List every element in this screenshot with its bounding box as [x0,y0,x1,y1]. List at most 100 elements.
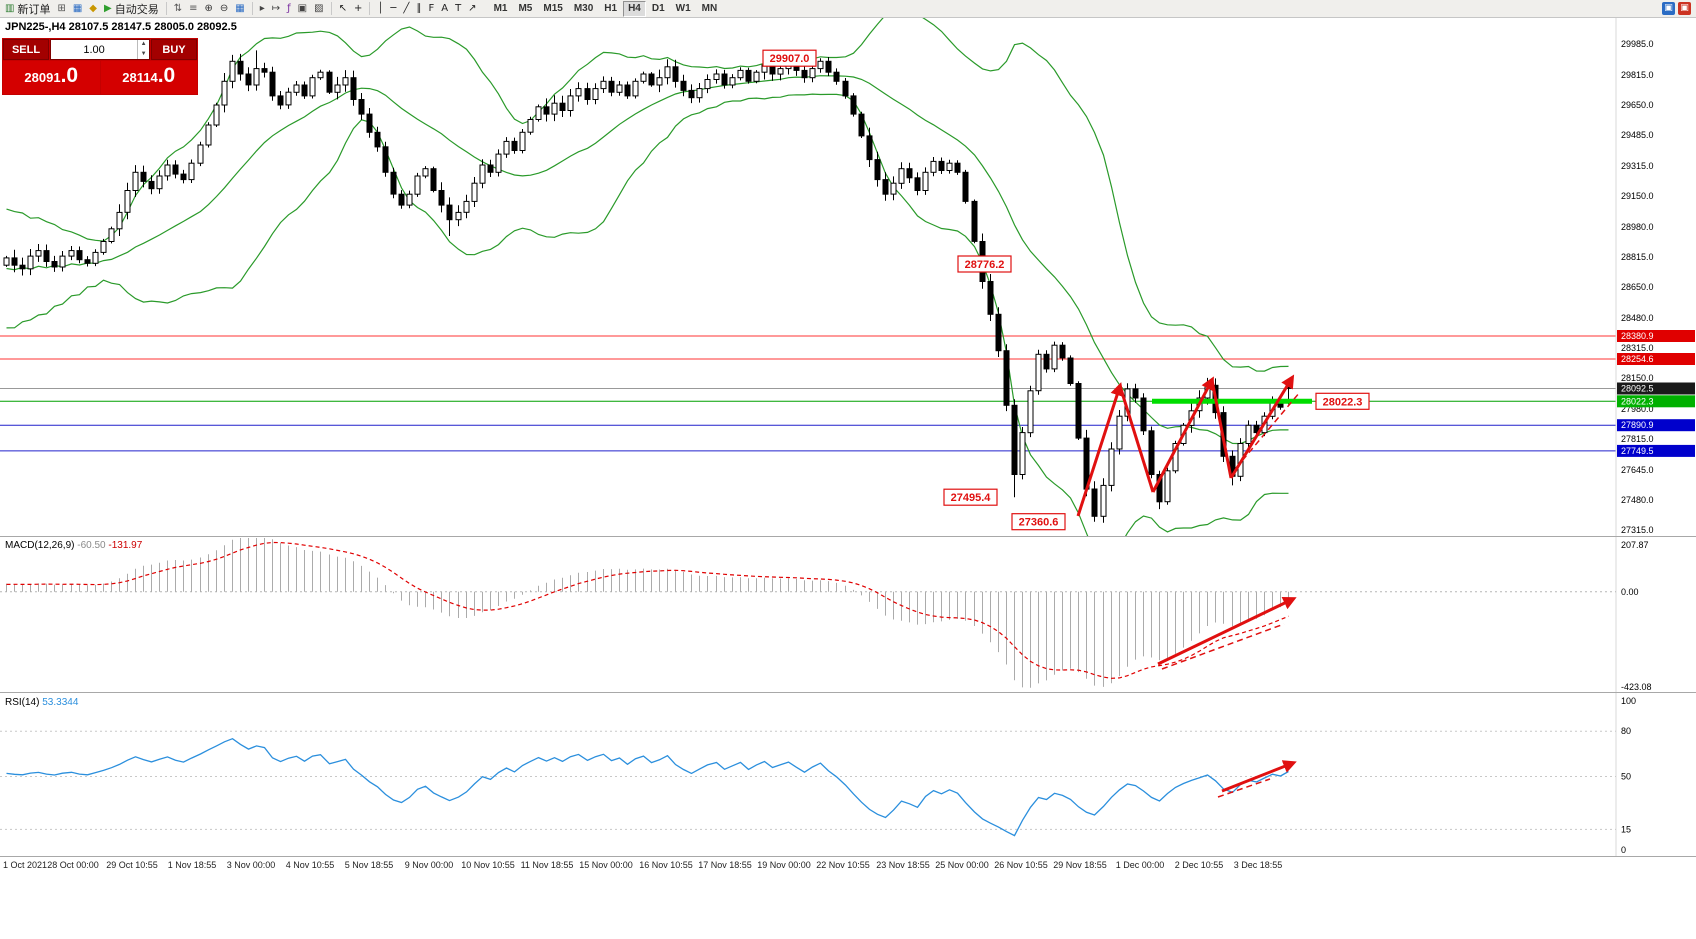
templates-icon: ▨ [314,3,324,14]
fibonacci-tool[interactable]: F [425,1,437,16]
new-chart-button[interactable]: ⊞ [54,1,68,16]
timeframe-d1-button[interactable]: D1 [651,2,665,14]
price-annotation[interactable]: 27495.4 [943,488,998,506]
candle [237,53,244,81]
trend-arrow[interactable] [1235,391,1301,469]
autoscroll-button[interactable]: ▸ [257,1,268,16]
fibonacci-icon: F [428,3,435,14]
trend-arrow[interactable] [1161,623,1285,670]
new-order-button[interactable]: ▥ 新订单 [2,1,53,16]
zoom-out-button[interactable]: ⊖ [217,1,231,16]
candle [495,149,502,177]
timeframe-h4-button[interactable]: H4 [623,0,646,17]
data-window-button[interactable]: ⇅ [171,1,185,16]
arrows-tool[interactable]: ↗ [465,1,479,16]
svg-text:28254.6: 28254.6 [1621,354,1654,364]
trendline-tool[interactable]: ╱ [400,1,412,16]
favorites-button[interactable]: ◆ [86,1,100,16]
sell-price[interactable]: 28091.0 [3,61,100,94]
candle [946,159,953,174]
volume-up-button[interactable]: ▲ [140,41,147,47]
candle [301,81,308,99]
label-tool[interactable]: T [452,1,464,16]
sell-button[interactable]: SELL [3,39,49,60]
price-annotations[interactable]: 29907.0 28776.2 27495.4 27360.6 28022.3 [762,49,1370,531]
trend-arrows[interactable] [1076,374,1301,798]
buy-price-main: 28114 [122,70,158,85]
periods-button[interactable]: ▣ [295,1,310,16]
macd-axis: 207.87 0.00 -423.08 [1621,540,1652,692]
trend-arrow[interactable] [1210,379,1233,479]
trend-arrow[interactable] [1221,760,1297,793]
timeframe-h1-button[interactable]: H1 [604,2,618,14]
trend-arrow[interactable] [1217,778,1271,798]
candle [632,78,639,99]
indicators-button[interactable]: ƒ [284,1,294,16]
svg-text:27360.6: 27360.6 [1019,517,1059,529]
candle [817,58,824,73]
candle [487,159,494,177]
candle [1140,393,1147,435]
price-annotation[interactable]: 28022.3 [1315,392,1370,410]
cursor-tool[interactable]: ↖ [336,1,350,16]
text-icon: A [441,3,449,14]
vertical-line-tool[interactable]: │ [374,1,386,16]
svg-text:22 Nov 10:55: 22 Nov 10:55 [816,860,870,870]
trend-arrow[interactable] [1229,374,1295,479]
candle [455,205,462,227]
market-watch-button[interactable]: ≡ [186,1,200,16]
text-tool[interactable]: A [438,1,451,16]
candle [148,175,155,195]
svg-text:1 Oct 2021: 1 Oct 2021 [3,860,47,870]
pane-separators[interactable] [0,536,1696,857]
buy-button[interactable]: BUY [151,39,197,60]
timeframe-m30-button[interactable]: M30 [573,2,594,14]
candle [825,57,832,76]
timeframe-mn-button[interactable]: MN [701,2,718,14]
svg-text:1 Nov 18:55: 1 Nov 18:55 [168,860,217,870]
timeframe-m5-button[interactable]: M5 [518,2,533,14]
candle [559,95,566,117]
trend-arrow[interactable] [1157,597,1297,666]
svg-text:4 Nov 10:55: 4 Nov 10:55 [286,860,335,870]
price-tag: 28022.3 [1617,395,1695,408]
timeframe-w1-button[interactable]: W1 [675,2,691,14]
candle [398,190,405,209]
trend-arrow[interactable] [1151,376,1214,493]
alert-icon[interactable]: ▣ [1678,2,1691,15]
timeframe-m15-button[interactable]: M15 [543,2,563,14]
templates-button[interactable]: ▨ [311,1,326,16]
svg-text:29150.0: 29150.0 [1621,191,1654,201]
candle [422,166,429,179]
candle [180,169,187,184]
volume-down-button[interactable]: ▼ [140,50,147,57]
candle [656,69,663,93]
candle [430,166,437,193]
candle [503,137,510,158]
profiles-button[interactable]: ▦ [70,1,85,16]
time-axis[interactable]: 1 Oct 2021 28 Oct 00:00 29 Oct 10:55 1 Nov … [3,860,1282,870]
channel-tool[interactable]: ∥ [413,1,424,16]
price-annotation[interactable]: 28776.2 [957,255,1012,273]
buy-price[interactable]: 28114.0 [100,61,197,94]
chart-window-icon[interactable]: ▣ [1662,2,1675,15]
volume-input[interactable] [51,40,138,59]
price-annotation[interactable]: 29907.0 [762,49,817,67]
macd-indicator-label: MACD(12,26,9) -60.50 -131.97 [5,540,142,551]
tile-windows-button[interactable]: ▦ [232,1,247,16]
timeframe-m1-button[interactable]: M1 [493,2,508,14]
trend-arrow[interactable] [1076,382,1124,517]
chart-shift-button[interactable]: ↦ [269,1,283,16]
price-annotation[interactable]: 27360.6 [1011,513,1066,531]
autotrading-button[interactable]: ▶ 自动交易 [101,1,162,16]
trend-arrow[interactable] [1118,385,1155,493]
zoom-in-button[interactable]: ⊕ [201,1,215,16]
candle [575,82,582,102]
channel-icon: ∥ [416,3,422,14]
crosshair-tool[interactable]: + [351,1,365,16]
horizontal-line-tool[interactable]: ─ [387,1,399,16]
horizontal-lines[interactable] [0,335,1616,452]
new-chart-icon: ⊞ [57,3,66,14]
